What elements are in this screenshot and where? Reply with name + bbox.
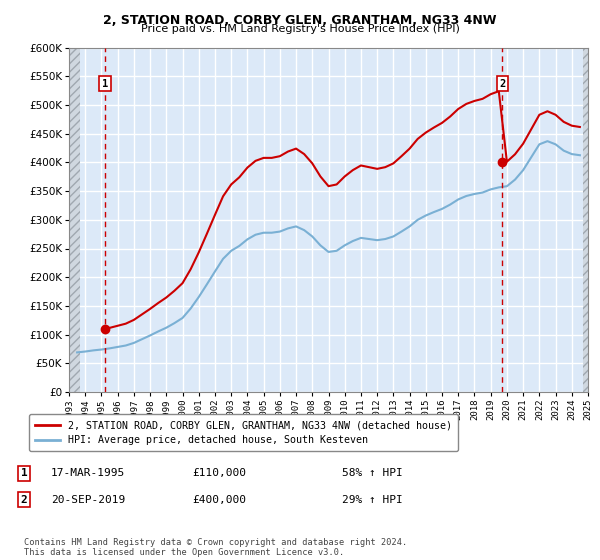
Text: 1: 1 bbox=[102, 79, 108, 89]
Legend: 2, STATION ROAD, CORBY GLEN, GRANTHAM, NG33 4NW (detached house), HPI: Average p: 2, STATION ROAD, CORBY GLEN, GRANTHAM, N… bbox=[29, 414, 458, 451]
Text: 2: 2 bbox=[499, 79, 505, 89]
Text: 29% ↑ HPI: 29% ↑ HPI bbox=[342, 494, 403, 505]
Text: 20-SEP-2019: 20-SEP-2019 bbox=[51, 494, 125, 505]
Text: £110,000: £110,000 bbox=[192, 468, 246, 478]
Bar bbox=[583, 48, 588, 392]
Text: £400,000: £400,000 bbox=[192, 494, 246, 505]
Text: 58% ↑ HPI: 58% ↑ HPI bbox=[342, 468, 403, 478]
Text: 17-MAR-1995: 17-MAR-1995 bbox=[51, 468, 125, 478]
Text: 1: 1 bbox=[20, 468, 28, 478]
Bar bbox=[69, 48, 80, 392]
Text: 2: 2 bbox=[20, 494, 28, 505]
Text: Contains HM Land Registry data © Crown copyright and database right 2024.
This d: Contains HM Land Registry data © Crown c… bbox=[24, 538, 407, 557]
Text: 2, STATION ROAD, CORBY GLEN, GRANTHAM, NG33 4NW: 2, STATION ROAD, CORBY GLEN, GRANTHAM, N… bbox=[103, 14, 497, 27]
Text: Price paid vs. HM Land Registry's House Price Index (HPI): Price paid vs. HM Land Registry's House … bbox=[140, 24, 460, 34]
